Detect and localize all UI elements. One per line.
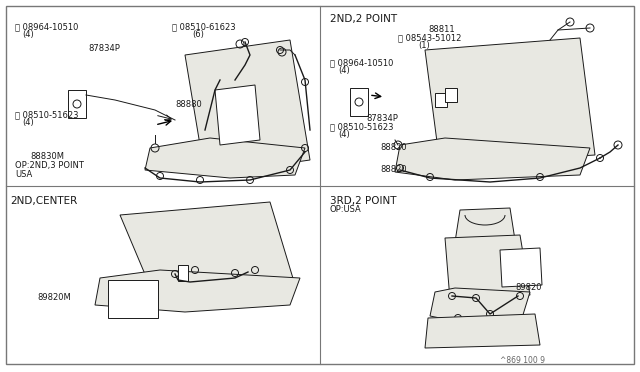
Text: ^869 100 9: ^869 100 9	[500, 356, 545, 365]
Text: Ⓝ 08964-10510: Ⓝ 08964-10510	[15, 22, 78, 31]
Text: 88830M: 88830M	[30, 152, 64, 161]
Text: (1): (1)	[418, 41, 429, 50]
Bar	[108, 280, 158, 318]
Text: 3RD,2 POINT: 3RD,2 POINT	[330, 196, 397, 206]
Text: 88820: 88820	[380, 165, 406, 174]
Bar	[178, 265, 188, 281]
Text: 88880: 88880	[175, 100, 202, 109]
Bar	[68, 90, 86, 118]
Text: (6): (6)	[192, 30, 204, 39]
Text: 87834P: 87834P	[88, 44, 120, 53]
Polygon shape	[425, 314, 540, 348]
Polygon shape	[425, 38, 595, 165]
Polygon shape	[95, 270, 300, 312]
Text: 2ND,CENTER: 2ND,CENTER	[10, 196, 77, 206]
Text: (4): (4)	[338, 66, 349, 75]
Text: OP:2ND,3 POINT: OP:2ND,3 POINT	[15, 161, 84, 170]
Bar	[435, 93, 447, 107]
Polygon shape	[120, 202, 295, 298]
Polygon shape	[215, 85, 260, 145]
Text: (4): (4)	[22, 118, 34, 127]
Polygon shape	[500, 248, 542, 287]
Text: Ⓝ 08964-10510: Ⓝ 08964-10510	[330, 58, 394, 67]
Text: 89820M: 89820M	[37, 293, 71, 302]
Text: (4): (4)	[338, 130, 349, 139]
Bar	[445, 88, 457, 102]
Text: USA: USA	[15, 170, 32, 179]
Polygon shape	[185, 40, 310, 175]
Text: Ⓢ 08543-51012: Ⓢ 08543-51012	[398, 33, 461, 42]
Text: 89820: 89820	[515, 283, 541, 292]
Polygon shape	[445, 235, 530, 300]
Polygon shape	[455, 208, 515, 242]
Text: 88811: 88811	[428, 25, 454, 34]
Text: (4): (4)	[22, 30, 34, 39]
Polygon shape	[145, 138, 305, 178]
Text: Ⓢ 08510-51623: Ⓢ 08510-51623	[330, 122, 394, 131]
Text: 2ND,2 POINT: 2ND,2 POINT	[330, 14, 397, 24]
Text: OP:USA: OP:USA	[330, 205, 362, 214]
Text: Ⓢ 08510-61623: Ⓢ 08510-61623	[172, 22, 236, 31]
Text: Ⓢ 08510-51623: Ⓢ 08510-51623	[15, 110, 79, 119]
Text: 87834P: 87834P	[366, 114, 398, 123]
Polygon shape	[395, 138, 590, 180]
Bar	[350, 88, 368, 116]
Polygon shape	[430, 288, 530, 322]
Text: 88820: 88820	[380, 143, 406, 152]
